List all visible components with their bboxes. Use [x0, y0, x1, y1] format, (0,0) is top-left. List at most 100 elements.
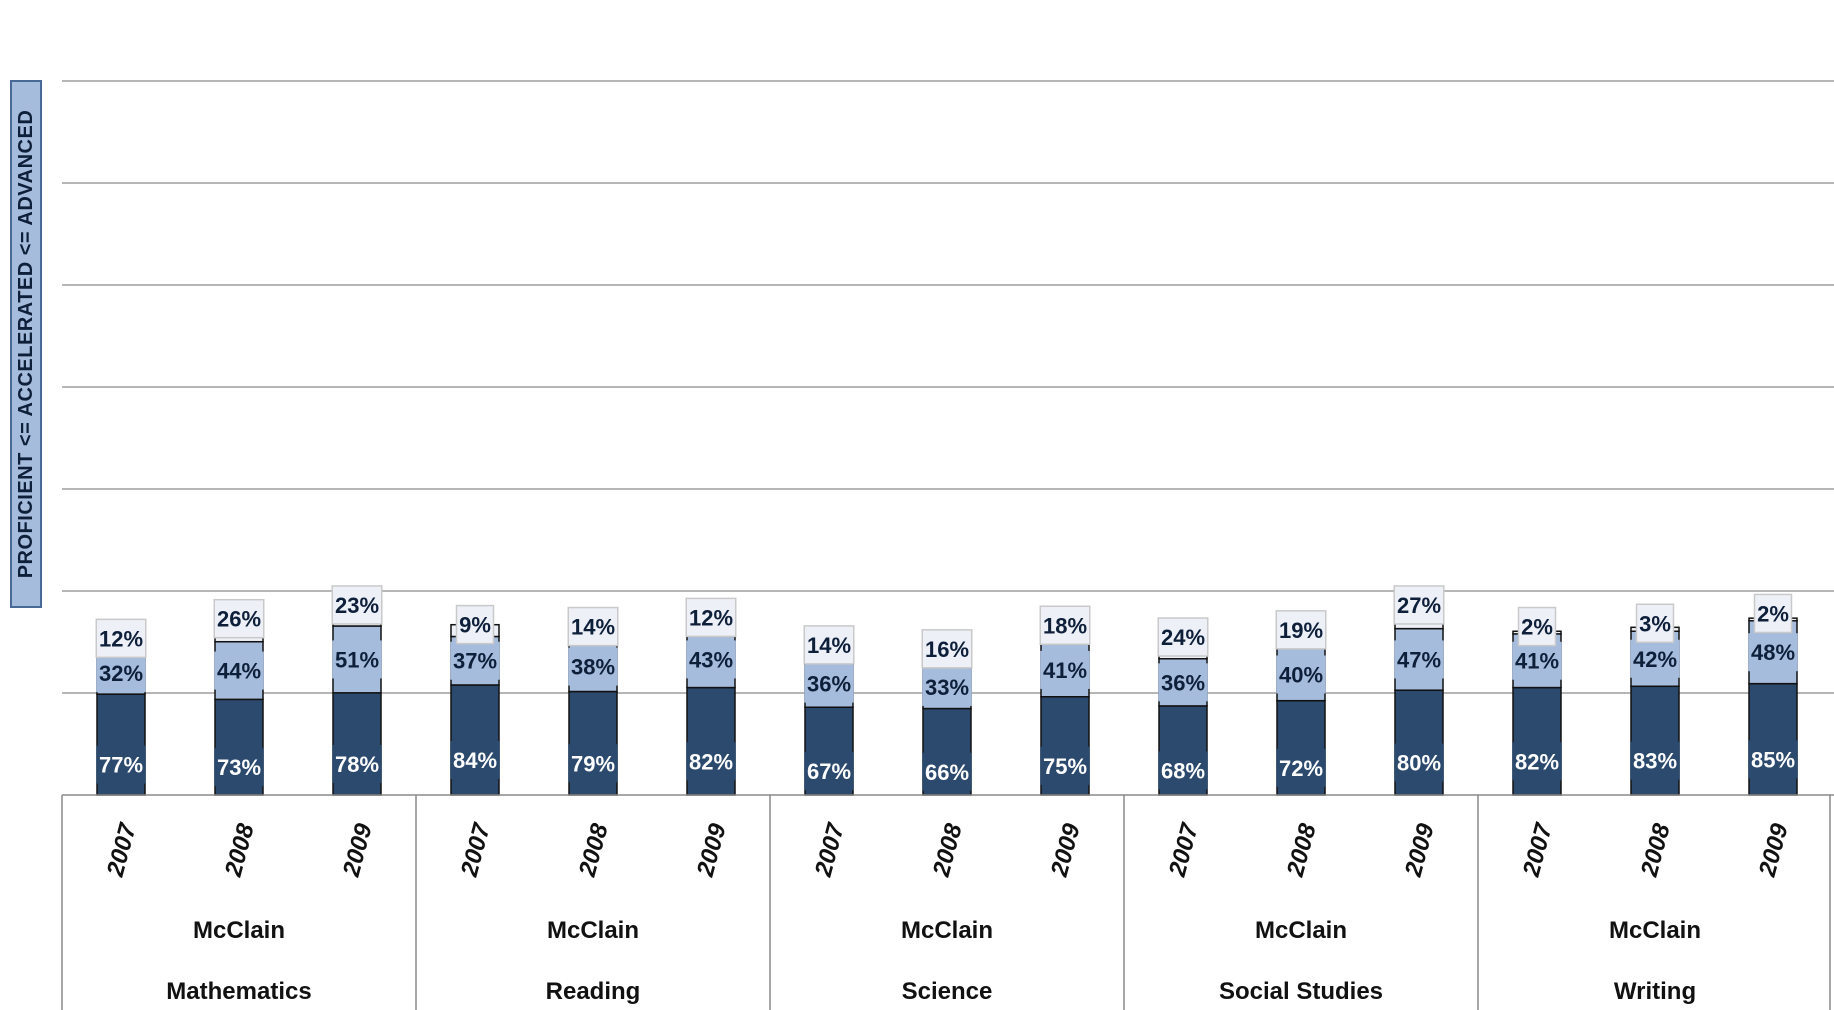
data-label: 85%	[1751, 747, 1795, 772]
group-label-line2: Reading	[546, 978, 641, 1005]
data-label: 67%	[807, 759, 851, 784]
data-label-bg	[567, 606, 619, 647]
data-label-bg	[455, 604, 495, 645]
data-label-bg	[1517, 606, 1557, 647]
gridlines	[62, 80, 1834, 694]
data-label-bg	[1753, 593, 1793, 634]
data-label: 48%	[1751, 640, 1795, 665]
data-label-bg	[686, 742, 736, 781]
data-label-bg	[804, 664, 854, 703]
group-label-line2: Writing	[1614, 978, 1696, 1005]
data-label-bg	[1276, 655, 1326, 694]
data-label: 3%	[1639, 611, 1671, 636]
x-tick-label: 2007	[456, 819, 497, 880]
data-label-bg	[1394, 743, 1444, 782]
data-label-bg	[568, 647, 618, 686]
group-label-line2: Mathematics	[166, 978, 311, 1005]
data-label-bg	[686, 640, 736, 679]
x-tick-label: 2007	[1164, 819, 1205, 880]
group-label-line1: McClain	[901, 917, 993, 944]
data-label: 23%	[335, 593, 379, 618]
data-label-bg	[1630, 741, 1680, 780]
x-tick-label: 2007	[1518, 819, 1559, 880]
data-label-bg	[1039, 605, 1091, 645]
data-label: 72%	[1279, 756, 1323, 781]
data-label-bg	[331, 585, 383, 625]
data-label: 18%	[1043, 613, 1087, 638]
x-tick-label: 2008	[574, 820, 614, 880]
x-tick-label: 2008	[1282, 820, 1322, 880]
data-label: 33%	[925, 675, 969, 700]
data-label-bg	[214, 748, 264, 787]
data-label-bg	[1394, 640, 1444, 679]
data-label: 24%	[1161, 625, 1205, 650]
data-label-bg	[96, 745, 146, 784]
data-label-bg	[1276, 748, 1326, 787]
data-label-bg	[332, 744, 382, 783]
data-label-bg	[1158, 663, 1208, 702]
data-label: 32%	[99, 661, 143, 686]
data-label: 14%	[807, 633, 851, 658]
data-label: 41%	[1043, 658, 1087, 683]
data-label: 36%	[807, 672, 851, 697]
y-axis-label: PROFICIENT <= ACCELERATED <= ADVANCED	[15, 109, 37, 579]
data-label-bg	[1040, 650, 1090, 689]
data-label: 47%	[1397, 647, 1441, 672]
x-tick-label: 2008	[1636, 820, 1676, 880]
data-label: 68%	[1161, 758, 1205, 783]
x-tick-label: 2007	[810, 819, 851, 880]
data-label: 78%	[335, 752, 379, 777]
data-label: 37%	[453, 649, 497, 674]
data-label: 19%	[1279, 618, 1323, 643]
x-tick-label: 2009	[692, 820, 732, 880]
data-label: 83%	[1633, 749, 1677, 774]
data-label: 75%	[1043, 754, 1087, 779]
group-label-line1: McClain	[1609, 917, 1701, 944]
data-label-bg	[1512, 641, 1562, 680]
data-label-bg	[922, 752, 972, 791]
x-tick-label: 2008	[928, 820, 968, 880]
data-label-bg	[1748, 740, 1798, 779]
group-label-line1: McClain	[193, 917, 285, 944]
data-label: 12%	[99, 626, 143, 651]
x-axis: 2007 2008 2009 McClain Mathematics 2007 2008 20…	[61, 794, 1834, 1010]
data-label-bg	[1512, 742, 1562, 781]
data-label: 66%	[925, 760, 969, 785]
data-label-bg	[96, 654, 146, 693]
data-label-bg	[1393, 585, 1445, 625]
data-label-bg	[213, 598, 265, 639]
data-label: 42%	[1633, 647, 1677, 672]
x-tick-label: 2007	[102, 819, 143, 880]
x-tick-label: 2009	[1046, 820, 1086, 880]
data-label: 73%	[217, 755, 261, 780]
data-label-bg	[1040, 746, 1090, 785]
x-tick-label: 2009	[1754, 820, 1794, 880]
data-label: 80%	[1397, 751, 1441, 776]
data-label-bg	[1157, 617, 1209, 657]
data-label: 51%	[335, 647, 379, 672]
data-label: 79%	[571, 751, 615, 776]
x-tick-label: 2009	[1400, 820, 1440, 880]
data-label-bg	[1275, 610, 1327, 650]
group-label-line1: McClain	[1255, 917, 1347, 944]
group-label-line1: McClain	[547, 917, 639, 944]
data-label-bg	[568, 744, 618, 783]
data-label: 14%	[571, 615, 615, 640]
data-label-bg	[921, 629, 973, 669]
data-label: 84%	[453, 748, 497, 773]
data-label: 27%	[1397, 593, 1441, 618]
data-label-bg	[1748, 633, 1798, 672]
data-label: 26%	[217, 607, 261, 632]
x-tick-label: 2009	[338, 820, 378, 880]
group-label-line2: Social Studies	[1219, 978, 1383, 1005]
data-label-bg	[803, 625, 855, 665]
data-label-bg	[450, 641, 500, 680]
data-label-bg	[95, 618, 147, 659]
data-label-bg	[214, 651, 264, 690]
data-label-bg	[332, 640, 382, 679]
data-label: 16%	[925, 637, 969, 662]
x-tick-label: 2008	[220, 820, 260, 880]
data-label: 82%	[1515, 749, 1559, 774]
data-label-bg	[685, 597, 737, 638]
